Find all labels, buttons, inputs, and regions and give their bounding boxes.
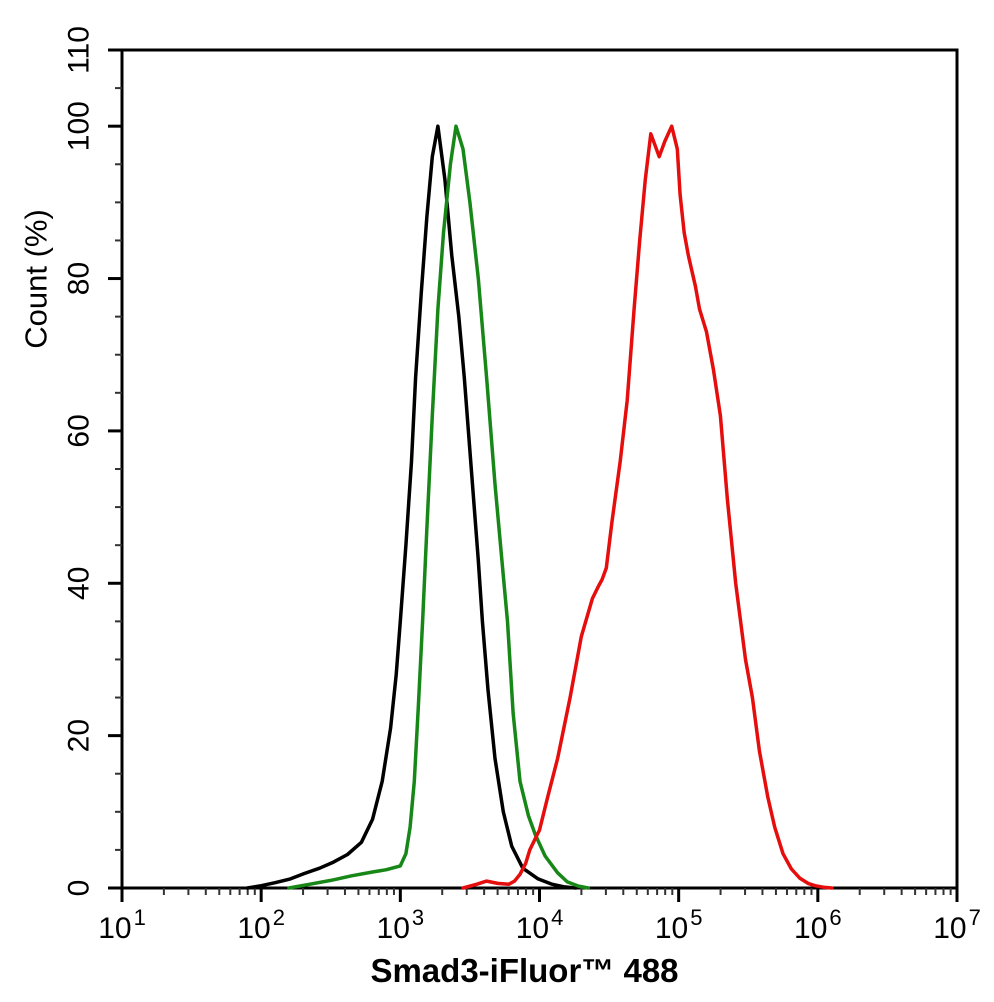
- y-tick-label: 40: [63, 567, 96, 600]
- y-tick-label: 60: [63, 414, 96, 447]
- y-tick-label: 110: [63, 26, 96, 74]
- x-axis-major-ticks: [120, 888, 959, 902]
- y-tick-label: 100: [63, 101, 96, 151]
- x-tick-label: 107: [933, 905, 981, 945]
- y-axis-major-ticks: [108, 48, 122, 890]
- y-axis-minor-ticks: [115, 87, 122, 851]
- x-axis-title: Smad3-iFluor™ 488: [370, 952, 678, 989]
- y-axis-title: Count (%): [19, 209, 54, 349]
- y-tick-label: 20: [63, 719, 96, 752]
- x-tick-label: 104: [516, 905, 564, 945]
- y-tick-label: 80: [63, 262, 96, 295]
- x-tick-label: 101: [98, 905, 146, 945]
- x-tick-label: 106: [794, 905, 842, 945]
- black-curve: [245, 124, 578, 890]
- x-tick-label: 105: [655, 905, 703, 945]
- green-curve: [287, 124, 590, 890]
- y-tick-label: 0: [63, 880, 96, 897]
- histogram-curves: [245, 124, 834, 890]
- x-tick-label: 102: [237, 905, 285, 945]
- x-axis-minor-ticks: [162, 888, 952, 895]
- y-axis-tick-labels: 0 20 40 60 80 100 110: [63, 26, 96, 896]
- red-curve: [461, 124, 834, 890]
- x-tick-label: 103: [377, 905, 425, 945]
- plot-border: [120, 48, 959, 890]
- x-axis-tick-labels: 101 102 103 104 105 106 107: [98, 905, 981, 945]
